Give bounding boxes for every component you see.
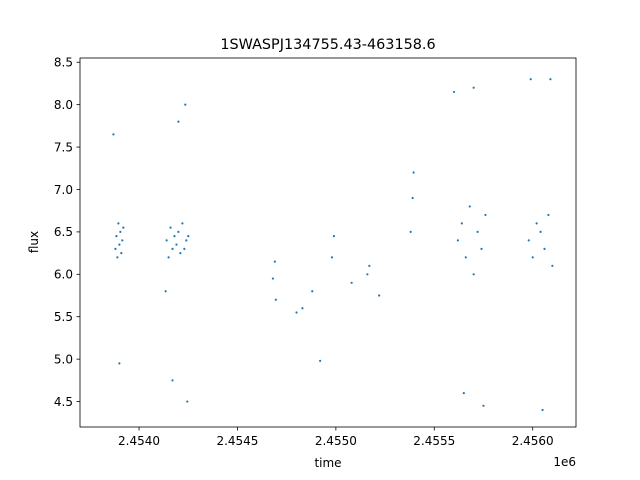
data-point: [119, 230, 122, 233]
data-point: [476, 230, 479, 233]
data-point: [472, 86, 475, 89]
data-point: [171, 379, 174, 382]
y-tick-label: 8.5: [54, 56, 73, 70]
data-point: [274, 298, 277, 301]
data-point: [271, 277, 274, 280]
data-point: [482, 404, 485, 407]
data-point: [295, 311, 298, 314]
data-point: [181, 222, 184, 225]
x-tick-label: 2.4555: [413, 434, 455, 448]
x-tick-label: 2.4545: [216, 434, 258, 448]
y-tick-label: 6.5: [54, 225, 73, 239]
data-point: [169, 226, 172, 229]
data-point: [411, 196, 414, 200]
data-point: [186, 400, 189, 403]
data-point: [543, 247, 546, 250]
x-tick-label: 2.4540: [118, 434, 160, 448]
data-point: [412, 171, 415, 174]
data-point: [547, 213, 550, 217]
data-point: [165, 239, 168, 242]
x-tick-label: 2.4550: [315, 434, 357, 448]
y-tick-label: 8.0: [54, 98, 73, 112]
y-axis-ticks: 4.5 5.0 5.5 6.0 6.5 7.0 7.5 8.0 8.5: [54, 56, 80, 409]
data-point: [183, 247, 186, 250]
data-point: [332, 235, 335, 238]
data-point: [185, 239, 188, 242]
y-tick-label: 4.5: [54, 395, 73, 409]
data-point: [378, 294, 381, 297]
data-point: [549, 78, 552, 81]
data-point: [121, 239, 124, 242]
data-point: [112, 133, 115, 136]
data-point: [187, 235, 190, 238]
x-axis-label: time: [314, 456, 341, 470]
data-point: [118, 362, 121, 365]
data-point: [273, 260, 276, 263]
data-point: [350, 281, 353, 284]
data-point: [480, 247, 483, 250]
data-point: [120, 252, 123, 255]
y-axis-label: flux: [27, 231, 41, 253]
data-point: [529, 78, 532, 81]
data-point: [116, 256, 119, 259]
data-point: [330, 256, 334, 259]
data-point: [301, 307, 304, 310]
data-point: [452, 90, 456, 94]
data-point: [173, 235, 176, 238]
data-point: [535, 222, 538, 225]
data-point: [167, 256, 170, 259]
data-point: [456, 239, 459, 242]
data-point: [117, 222, 120, 225]
y-tick-label: 5.0: [54, 352, 73, 366]
data-point: [177, 120, 180, 123]
y-tick-label: 7.5: [54, 140, 73, 154]
data-point: [366, 273, 369, 276]
data-point: [551, 264, 554, 267]
x-tick-label: 2.4560: [512, 434, 554, 448]
scatter-points: [112, 78, 554, 412]
data-point: [460, 222, 463, 225]
data-point: [541, 408, 544, 412]
data-point: [468, 205, 471, 208]
y-tick-label: 6.0: [54, 268, 73, 282]
y-tick-label: 5.5: [54, 310, 73, 324]
data-point: [531, 256, 534, 259]
data-point: [115, 235, 118, 238]
chart-title: 1SWASPJ134755.43-463158.6: [220, 37, 435, 53]
data-point: [177, 230, 180, 233]
data-point: [122, 226, 125, 229]
y-tick-label: 7.0: [54, 183, 73, 197]
x-axis-offset-label: 1e6: [553, 455, 576, 469]
data-point: [464, 256, 467, 259]
data-point: [409, 230, 412, 233]
data-point: [311, 290, 314, 293]
data-point: [175, 243, 178, 246]
plot-frame: [79, 57, 577, 428]
data-point: [114, 247, 117, 250]
data-point: [118, 243, 121, 246]
data-point: [171, 247, 174, 250]
data-point: [368, 264, 371, 267]
data-point: [462, 391, 465, 395]
data-point: [164, 290, 167, 293]
data-point: [179, 252, 182, 255]
data-point: [527, 239, 530, 242]
data-point: [539, 230, 542, 233]
data-point: [184, 103, 187, 106]
x-axis-ticks: 2.4540 2.4545 2.4550 2.4555 2.4560: [118, 427, 554, 448]
data-point: [472, 273, 475, 276]
plot-area: [80, 58, 576, 427]
data-point: [319, 359, 322, 362]
data-point: [484, 213, 487, 217]
